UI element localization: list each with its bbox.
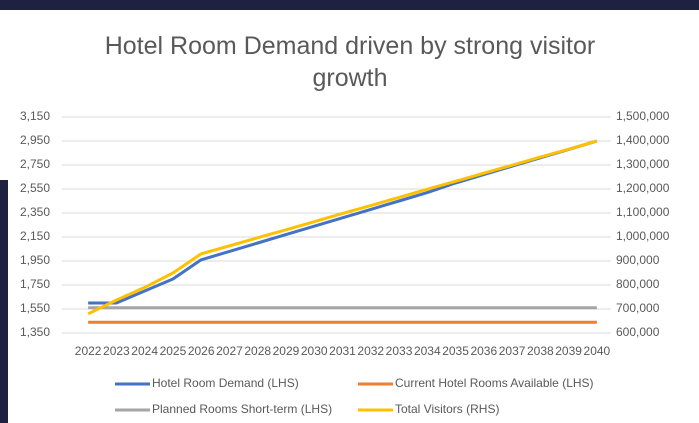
series-line	[87, 139, 598, 316]
y2-tick-label: 700,000	[616, 301, 660, 315]
x-tick-label: 2036	[470, 344, 497, 358]
legend-label: Current Hotel Rooms Available (LHS)	[395, 376, 594, 390]
y-tick-label: 1,350	[20, 325, 50, 339]
x-tick-label: 2038	[527, 344, 554, 358]
x-tick-label: 2025	[160, 344, 187, 358]
y2-tick-label: 1,400,000	[616, 133, 670, 147]
x-tick-label: 2031	[329, 344, 356, 358]
x-tick-label: 2032	[357, 344, 384, 358]
x-tick-label: 2040	[584, 344, 611, 358]
y-tick-label: 1,950	[20, 253, 50, 267]
y-tick-label: 2,150	[20, 229, 50, 243]
x-tick-label: 2024	[131, 344, 158, 358]
legend-label: Hotel Room Demand (LHS)	[152, 376, 299, 390]
frame	[0, 180, 8, 423]
y-tick-label: 1,550	[20, 301, 50, 315]
y2-tick-label: 1,200,000	[616, 181, 670, 195]
x-tick-label: 2028	[244, 344, 271, 358]
x-tick-label: 2023	[103, 344, 130, 358]
y2-tick-label: 1,500,000	[616, 109, 670, 123]
y2-tick-label: 1,100,000	[616, 205, 670, 219]
y2-tick-label: 600,000	[616, 325, 660, 339]
legend-label: Total Visitors (RHS)	[395, 402, 499, 416]
x-tick-label: 2034	[414, 344, 441, 358]
y-tick-label: 2,950	[20, 133, 50, 147]
x-tick-label: 2035	[442, 344, 469, 358]
x-tick-label: 2030	[301, 344, 328, 358]
legend-label: Planned Rooms Short-term (LHS)	[152, 402, 332, 416]
y2-tick-label: 1,000,000	[616, 229, 670, 243]
x-tick-label: 2026	[188, 344, 215, 358]
y-tick-label: 1,750	[20, 277, 50, 291]
y2-tick-label: 900,000	[616, 253, 660, 267]
chart-title: Hotel Room Demand driven by strong visit…	[104, 32, 596, 92]
x-tick-label: 2039	[555, 344, 582, 358]
y2-tick-label: 800,000	[616, 277, 660, 291]
y-tick-label: 2,350	[20, 205, 50, 219]
x-tick-label: 2022	[75, 344, 102, 358]
y2-tick-label: 1,300,000	[616, 157, 670, 171]
x-tick-label: 2027	[216, 344, 243, 358]
x-tick-label: 2033	[386, 344, 413, 358]
y-tick-label: 2,550	[20, 181, 50, 195]
x-tick-label: 2037	[499, 344, 526, 358]
x-tick-label: 2029	[273, 344, 300, 358]
y-tick-label: 2,750	[20, 157, 50, 171]
y-tick-label: 3,150	[20, 109, 50, 123]
